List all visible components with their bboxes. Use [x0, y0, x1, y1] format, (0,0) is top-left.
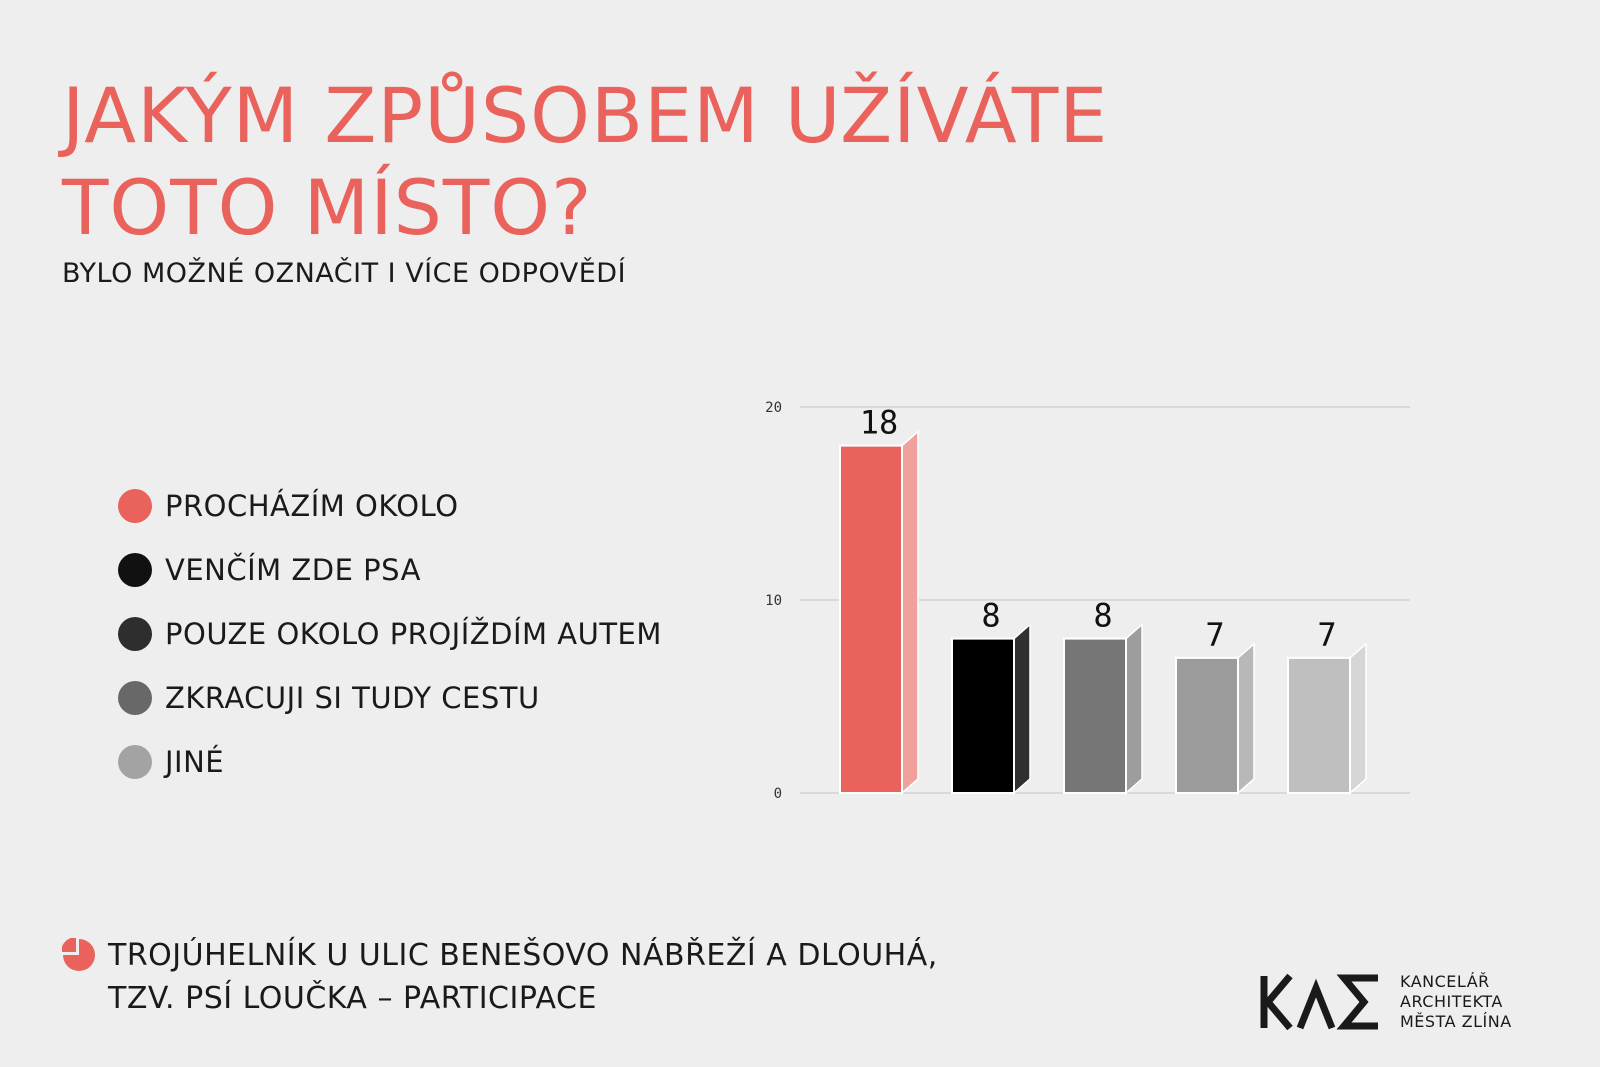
- bar: [1175, 656, 1239, 795]
- footer-caption: TROJÚHELNÍK U ULIC BENEŠOVO NÁBŘEŽÍ A DL…: [62, 934, 938, 1020]
- data-label: 7: [1205, 616, 1224, 654]
- y-tick-label: 10: [765, 593, 782, 609]
- chart-legend: PROCHÁZÍM OKOLO VENČÍM ZDE PSA POUZE OKO…: [118, 474, 662, 794]
- kam-logo: KANCELÁŘ ARCHITEKTA MĚSTA ZLÍNA: [1260, 972, 1512, 1032]
- bar-side: [1349, 642, 1367, 795]
- bar-side: [901, 429, 919, 795]
- logo-line-3: MĚSTA ZLÍNA: [1400, 1012, 1512, 1031]
- page-subtitle: BYLO MOŽNÉ OZNAČIT I VÍCE ODPOVĚDÍ: [62, 258, 627, 289]
- legend-item: POUZE OKOLO PROJÍŽDÍM AUTEM: [118, 602, 662, 666]
- legend-item: VENČÍM ZDE PSA: [118, 538, 662, 602]
- bar-side: [1125, 622, 1143, 795]
- logo-line-2: ARCHITEKTA: [1400, 992, 1503, 1011]
- legend-swatch: [118, 617, 152, 651]
- legend-label: JINÉ: [165, 745, 225, 779]
- legend-item: ZKRACUJI SI TUDY CESTU: [118, 666, 662, 730]
- bar: [1287, 656, 1351, 795]
- data-label: 18: [860, 404, 899, 442]
- legend-swatch: [118, 745, 152, 779]
- data-label: 8: [1093, 597, 1112, 635]
- page-title-line-2: TOTO MÍSTO?: [62, 163, 593, 252]
- footer-line-1: TROJÚHELNÍK U ULIC BENEŠOVO NÁBŘEŽÍ A DL…: [108, 938, 938, 973]
- legend-item: JINÉ: [118, 730, 662, 794]
- data-label: 8: [981, 597, 1000, 635]
- bar: [951, 637, 1015, 794]
- legend-swatch: [118, 489, 152, 523]
- logo-line-1: KANCELÁŘ: [1400, 972, 1490, 991]
- pie-chart-icon: [62, 938, 95, 971]
- data-label: 7: [1317, 616, 1336, 654]
- bar: [1063, 637, 1127, 794]
- kam-logo-mark: [1260, 974, 1378, 1030]
- legend-label: POUZE OKOLO PROJÍŽDÍM AUTEM: [165, 617, 662, 651]
- y-tick-label: 20: [765, 400, 782, 416]
- bar-side: [1013, 622, 1031, 795]
- legend-item: PROCHÁZÍM OKOLO: [118, 474, 662, 538]
- page-title: JAKÝM ZPŮSOBEM UŽÍVÁTE TOTO MÍSTO?: [62, 70, 1108, 254]
- footer-line-2: TZV. PSÍ LOUČKA – PARTICIPACE: [108, 981, 597, 1016]
- legend-swatch: [118, 681, 152, 715]
- legend-label: ZKRACUJI SI TUDY CESTU: [165, 681, 540, 715]
- y-tick-label: 0: [774, 786, 782, 802]
- bar-side: [1237, 642, 1255, 795]
- page-title-line-1: JAKÝM ZPŮSOBEM UŽÍVÁTE: [62, 71, 1109, 160]
- legend-label: VENČÍM ZDE PSA: [165, 553, 421, 587]
- legend-swatch: [118, 553, 152, 587]
- legend-label: PROCHÁZÍM OKOLO: [165, 489, 459, 523]
- bar: [839, 444, 903, 794]
